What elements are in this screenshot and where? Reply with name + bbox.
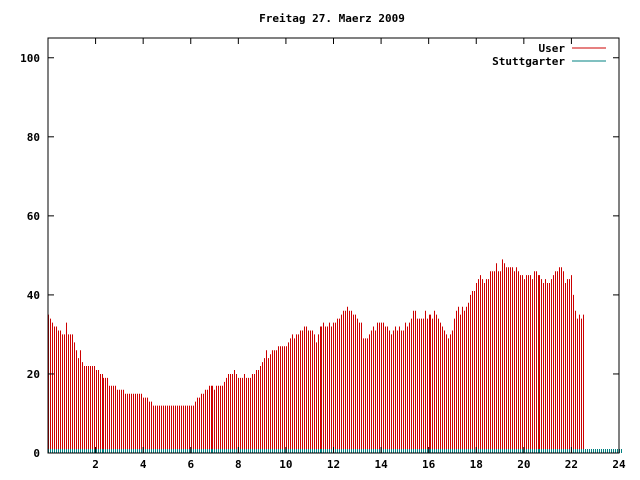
x-tick-label: 24	[612, 458, 626, 471]
x-tick-label: 2	[92, 458, 99, 471]
y-tick-label: 0	[33, 447, 40, 460]
x-tick-label: 8	[235, 458, 242, 471]
x-tick-label: 20	[517, 458, 530, 471]
x-tick-label: 10	[279, 458, 292, 471]
y-tick-label: 100	[20, 52, 40, 65]
x-tick-label: 18	[470, 458, 483, 471]
y-tick-label: 80	[27, 131, 40, 144]
x-tick-label: 14	[374, 458, 388, 471]
x-axis: 2 4 6 8 10 12 14 16 18 20 22 24	[92, 38, 626, 471]
y-tick-label: 60	[27, 210, 40, 223]
chart-title: Freitag 27. Maerz 2009	[259, 12, 405, 25]
series-stuttgarter-bars	[48, 449, 622, 453]
legend-label-user: User	[539, 42, 566, 55]
x-tick-label: 6	[187, 458, 194, 471]
y-tick-label: 40	[27, 289, 40, 302]
legend-label-stuttgarter: Stuttgarter	[492, 55, 565, 68]
legend: User Stuttgarter	[492, 42, 606, 68]
y-axis: 0 20 40 60 80 100	[20, 52, 619, 460]
series-user-bars	[48, 259, 584, 453]
x-tick-label: 16	[422, 458, 436, 471]
y-tick-label: 20	[27, 368, 40, 381]
x-tick-label: 12	[327, 458, 340, 471]
x-tick-label: 4	[140, 458, 147, 471]
x-tick-label: 22	[565, 458, 578, 471]
